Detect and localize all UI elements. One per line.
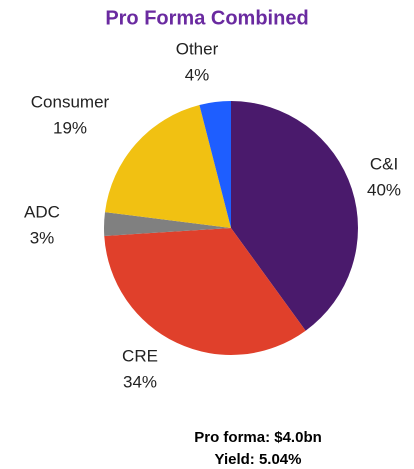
pie-slice xyxy=(104,212,231,236)
chart-title: Pro Forma Combined xyxy=(105,7,308,29)
pie-slice xyxy=(104,228,306,355)
annotation: Pro forma: $4.0bn xyxy=(194,429,322,446)
value-label: 34% xyxy=(123,372,157,391)
annotation: Yield: 5.04% xyxy=(215,451,302,468)
pie-slice xyxy=(105,104,231,228)
value-label: 4% xyxy=(185,65,210,84)
value-label: 3% xyxy=(30,228,55,247)
slice-label: ADC xyxy=(24,202,60,221)
value-label: 40% xyxy=(367,180,401,199)
slice-label: CRE xyxy=(122,346,158,365)
slice-label: Consumer xyxy=(31,92,110,111)
value-label: 19% xyxy=(53,118,87,137)
slice-label: C&I xyxy=(370,154,398,173)
slice-label: Other xyxy=(176,39,219,58)
pie-slice xyxy=(199,101,231,228)
pie-slice xyxy=(231,101,358,331)
